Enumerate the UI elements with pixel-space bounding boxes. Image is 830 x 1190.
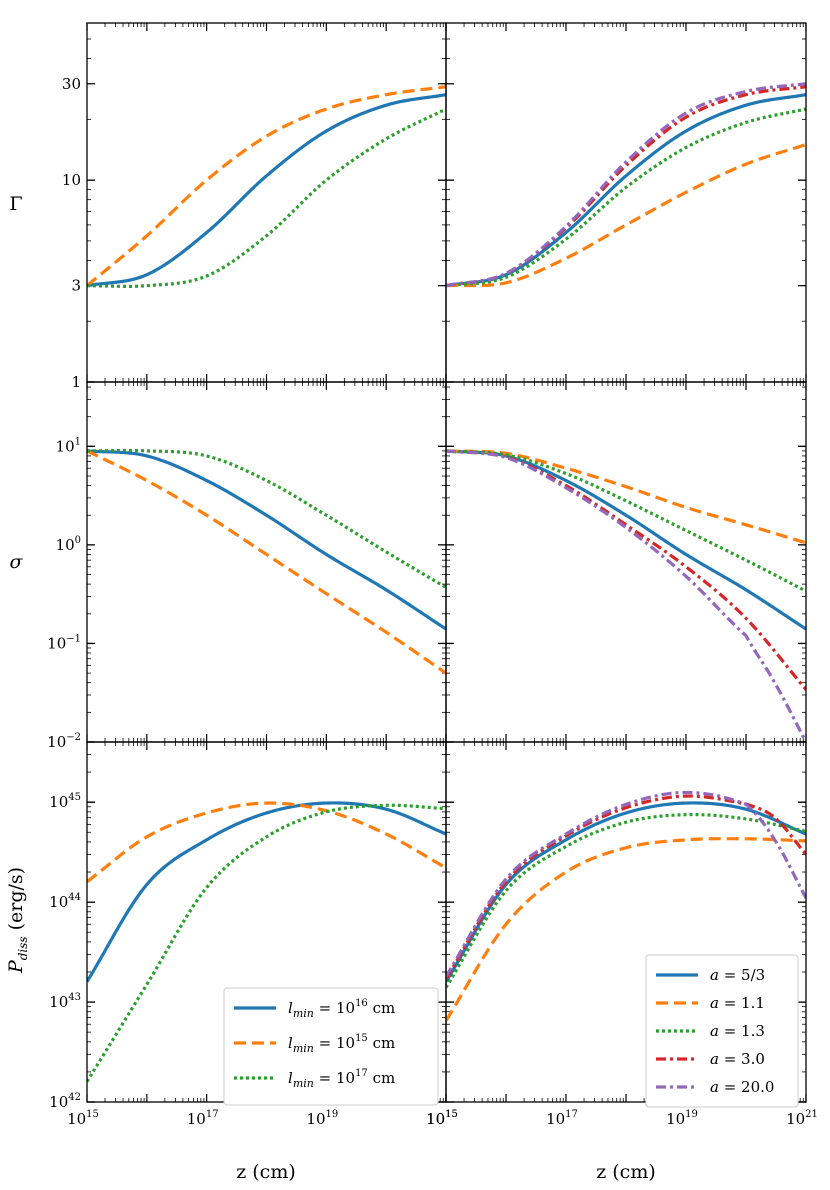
y-tick-label: 1	[71, 373, 81, 391]
legend-label: a = 20.0	[710, 1078, 774, 1096]
legend-frame	[223, 987, 439, 1106]
y-label-pdiss: Pdiss (erg/s)	[5, 867, 30, 974]
series-line-lmin=1e15	[87, 85, 446, 287]
x-tick-label: 1021	[786, 1109, 818, 1128]
x-tick-label: 1015	[426, 1109, 458, 1128]
legend-label: a = 1.1	[710, 994, 765, 1012]
series-line-a=20.0	[446, 790, 806, 978]
panel-gamma-right	[445, 22, 807, 383]
y-tick-label: 1044	[49, 892, 81, 911]
legend-label: lmin = 1015 cm	[288, 1033, 395, 1055]
y-tick-label: 1043	[49, 992, 81, 1011]
series-line-a=3.0	[446, 794, 806, 980]
series-line-a=1.1	[446, 449, 806, 545]
x-label-right: z (cm)	[596, 1161, 656, 1183]
svg-text:Pdiss(erg/s): Pdiss (erg/s)	[5, 867, 30, 974]
legend-right: a = 5/3 a = 1.1 a = 1.3 a = 3.0 a = 20.0	[645, 954, 799, 1108]
series-line-a=20.0	[446, 449, 806, 742]
series-line-lmin=1e16	[87, 93, 446, 288]
series-line-lmin=1e15	[87, 449, 446, 675]
y-label-gamma: Γ	[9, 193, 22, 215]
panel-pdiss-right: 1015 1017 1019 1021	[426, 741, 818, 1128]
series-line-a=3.0	[446, 449, 806, 691]
series-line-a=5/3	[446, 801, 806, 983]
y-tick-label: 100	[56, 535, 81, 554]
y-label-sigma: σ	[10, 551, 24, 573]
y-label-pdiss-sub: diss	[16, 936, 30, 960]
panel-frame	[445, 381, 807, 743]
x-tick-label: 1015	[426, 1109, 458, 1128]
legend-label: a = 1.3	[710, 1022, 765, 1040]
y-label-pdiss-symbol: P	[5, 959, 27, 974]
legend-left: lmin = 1016 cm lmin = 1015 cm lmin = 1017 …	[223, 987, 439, 1106]
series-line-a=1.3	[446, 107, 806, 288]
series-line-a=5/3	[446, 93, 806, 288]
y-tick-label: 10−2	[47, 732, 81, 751]
legends-group: lmin = 1016 cm lmin = 1015 cm lmin = 1017 …	[223, 954, 799, 1108]
series-line-a=1.1	[446, 143, 806, 288]
legend-label: a = 5/3	[710, 966, 765, 984]
series-line-a=1.3	[446, 812, 806, 989]
x-tick-label: 1017	[546, 1109, 578, 1128]
series-line-lmin=1e16	[87, 449, 446, 631]
series-line-a=20.0	[446, 82, 806, 288]
x-label-left: z (cm)	[236, 1161, 296, 1183]
y-tick-label: 101	[56, 436, 81, 455]
y-tick-label: 1045	[49, 792, 81, 811]
legend-frame	[645, 954, 799, 1108]
series-line-lmin=1e16	[87, 801, 446, 983]
y-label-pdiss-unit: (erg/s)	[5, 867, 27, 930]
series-line-a=1.3	[446, 449, 806, 593]
x-tick-label: 1015	[67, 1109, 99, 1128]
panel-frame	[86, 381, 447, 743]
series-line-a=5/3	[446, 449, 806, 631]
panel-frame	[445, 22, 807, 383]
series-line-a=3.0	[446, 85, 806, 288]
legend-label: a = 3.0	[710, 1050, 765, 1068]
series-line-lmin=1e17	[87, 107, 446, 288]
panel-frame	[445, 741, 807, 1103]
series-line-a=1.1	[446, 837, 806, 1022]
panel-gamma-left: 1 3 10 30	[62, 22, 447, 391]
series-line-lmin=1e15	[87, 801, 446, 883]
series-line-lmin=1e17	[87, 448, 446, 589]
y-tick-label: 3	[71, 277, 81, 295]
y-tick-label: 10−1	[47, 633, 81, 652]
panel-frame	[86, 22, 447, 383]
panel-sigma-left: 10−2 10−1 100 101	[47, 381, 447, 751]
x-tick-label: 1019	[306, 1109, 338, 1128]
legend-label: lmin = 1017 cm	[288, 1068, 395, 1090]
y-tick-label: 10	[62, 171, 81, 189]
y-tick-label: 30	[62, 75, 81, 93]
x-tick-label: 1017	[187, 1109, 219, 1128]
legend-label: lmin = 1016 cm	[288, 998, 395, 1020]
y-tick-label: 1042	[49, 1092, 81, 1111]
x-tick-label: 1019	[666, 1109, 698, 1128]
series-line-lmin=1e17	[87, 803, 446, 1083]
panel-sigma-right	[445, 381, 807, 743]
